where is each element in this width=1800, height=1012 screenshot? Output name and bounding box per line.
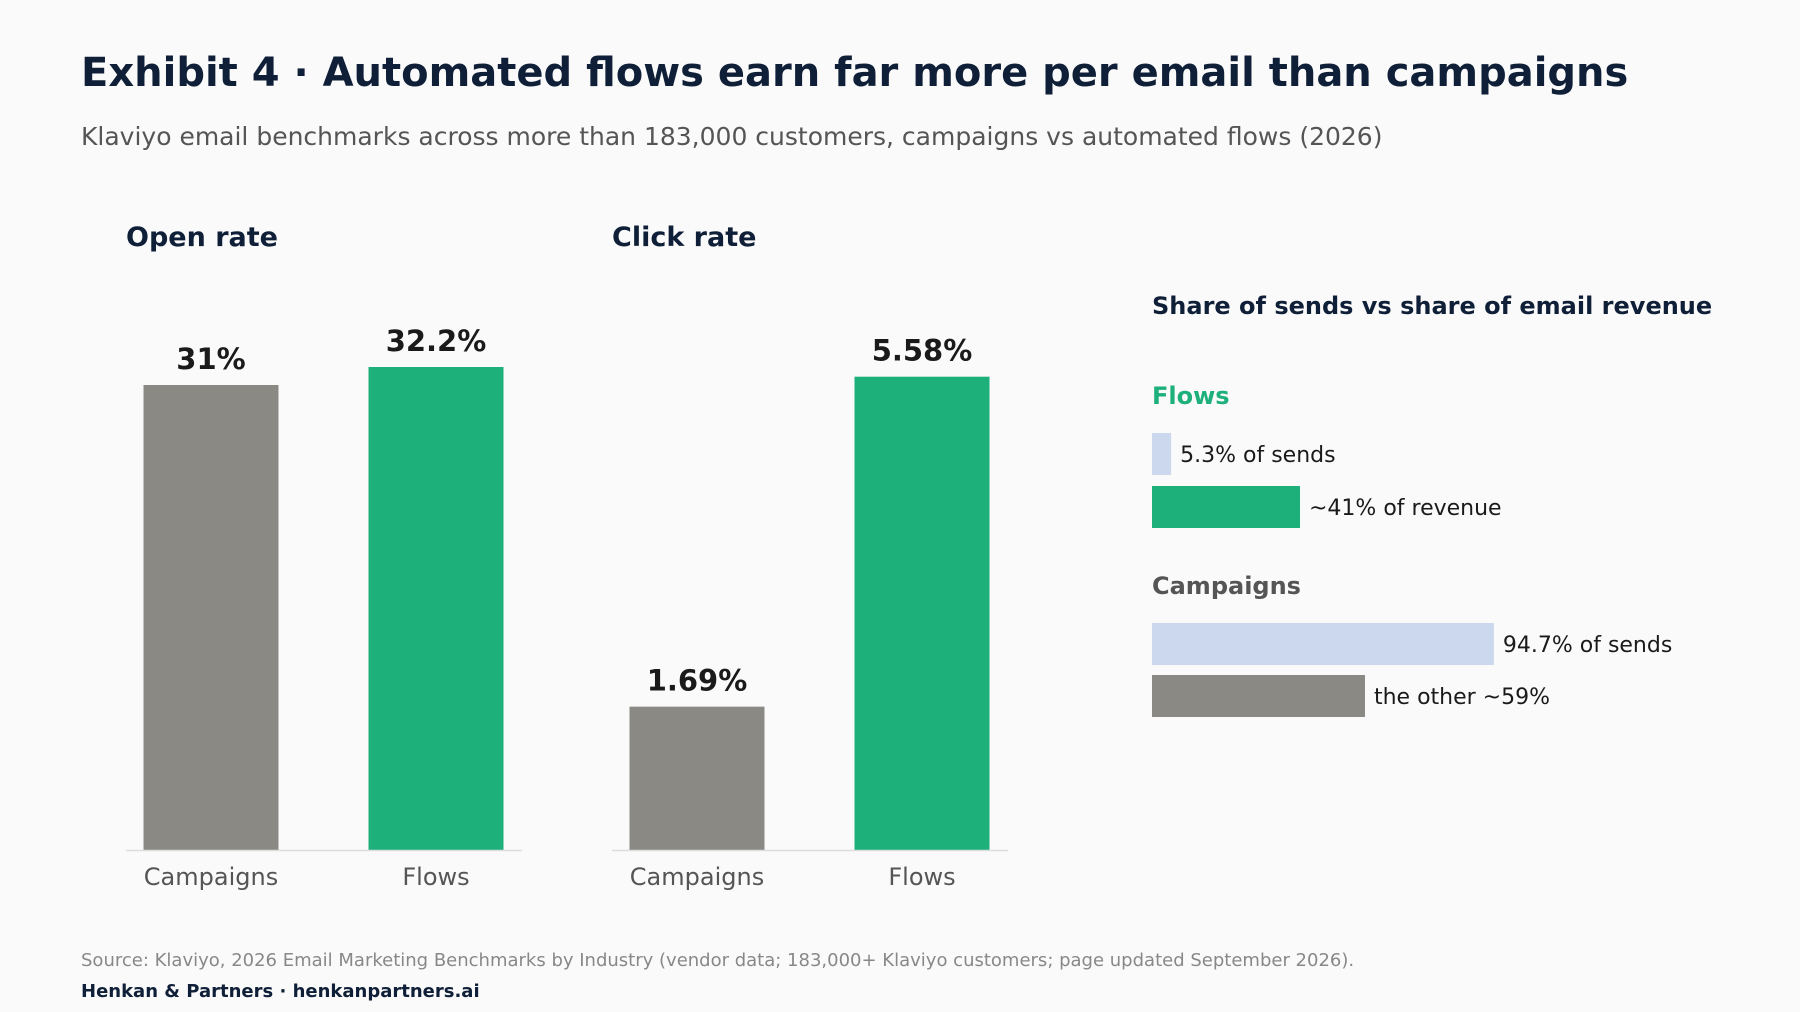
open-rate-bar-flows: [368, 367, 504, 850]
click-rate-value-label-campaigns: 1.69%: [647, 664, 748, 698]
open-rate-panel-title: Open rate: [126, 222, 278, 253]
share-panel-title: Share of sends vs share of email revenue: [1152, 292, 1712, 320]
flows-revenue-bar: [1152, 486, 1301, 528]
click-rate-panel-title: Click rate: [612, 222, 756, 253]
flows-revenue-label: ~41% of revenue: [1309, 496, 1502, 521]
open-rate-value-label-flows: 32.2%: [386, 324, 487, 358]
campaigns-sends-bar: [1152, 623, 1494, 665]
click-rate-category-label-flows: Flows: [888, 863, 955, 891]
open-rate-category-label-campaigns: Campaigns: [144, 863, 278, 891]
flows-sends-label: 5.3% of sends: [1180, 443, 1335, 468]
campaigns-group-title: Campaigns: [1152, 572, 1301, 600]
click-rate-bar-flows: [854, 376, 990, 850]
campaigns-revenue-label: the other ~59%: [1374, 685, 1550, 710]
flows-sends-bar: [1152, 433, 1172, 475]
click-rate-value-label-flows: 5.58%: [872, 334, 973, 368]
open-rate-bar-campaigns: [143, 385, 279, 850]
page-subtitle: Klaviyo email benchmarks across more tha…: [81, 122, 1383, 151]
source-note: Source: Klaviyo, 2026 Email Marketing Be…: [81, 950, 1355, 971]
click-rate-category-label-campaigns: Campaigns: [630, 863, 764, 891]
open-rate-category-label-flows: Flows: [402, 863, 469, 891]
click-rate-bar-campaigns: [629, 706, 765, 850]
campaigns-sends-label: 94.7% of sends: [1503, 633, 1672, 658]
page-title: Exhibit 4 · Automated flows earn far mor…: [81, 50, 1629, 96]
flows-group-title: Flows: [1152, 382, 1230, 410]
campaigns-revenue-bar: [1152, 675, 1365, 717]
open-rate-value-label-campaigns: 31%: [176, 342, 245, 376]
brand-footer: Henkan & Partners · henkanpartners.ai: [81, 981, 480, 1002]
